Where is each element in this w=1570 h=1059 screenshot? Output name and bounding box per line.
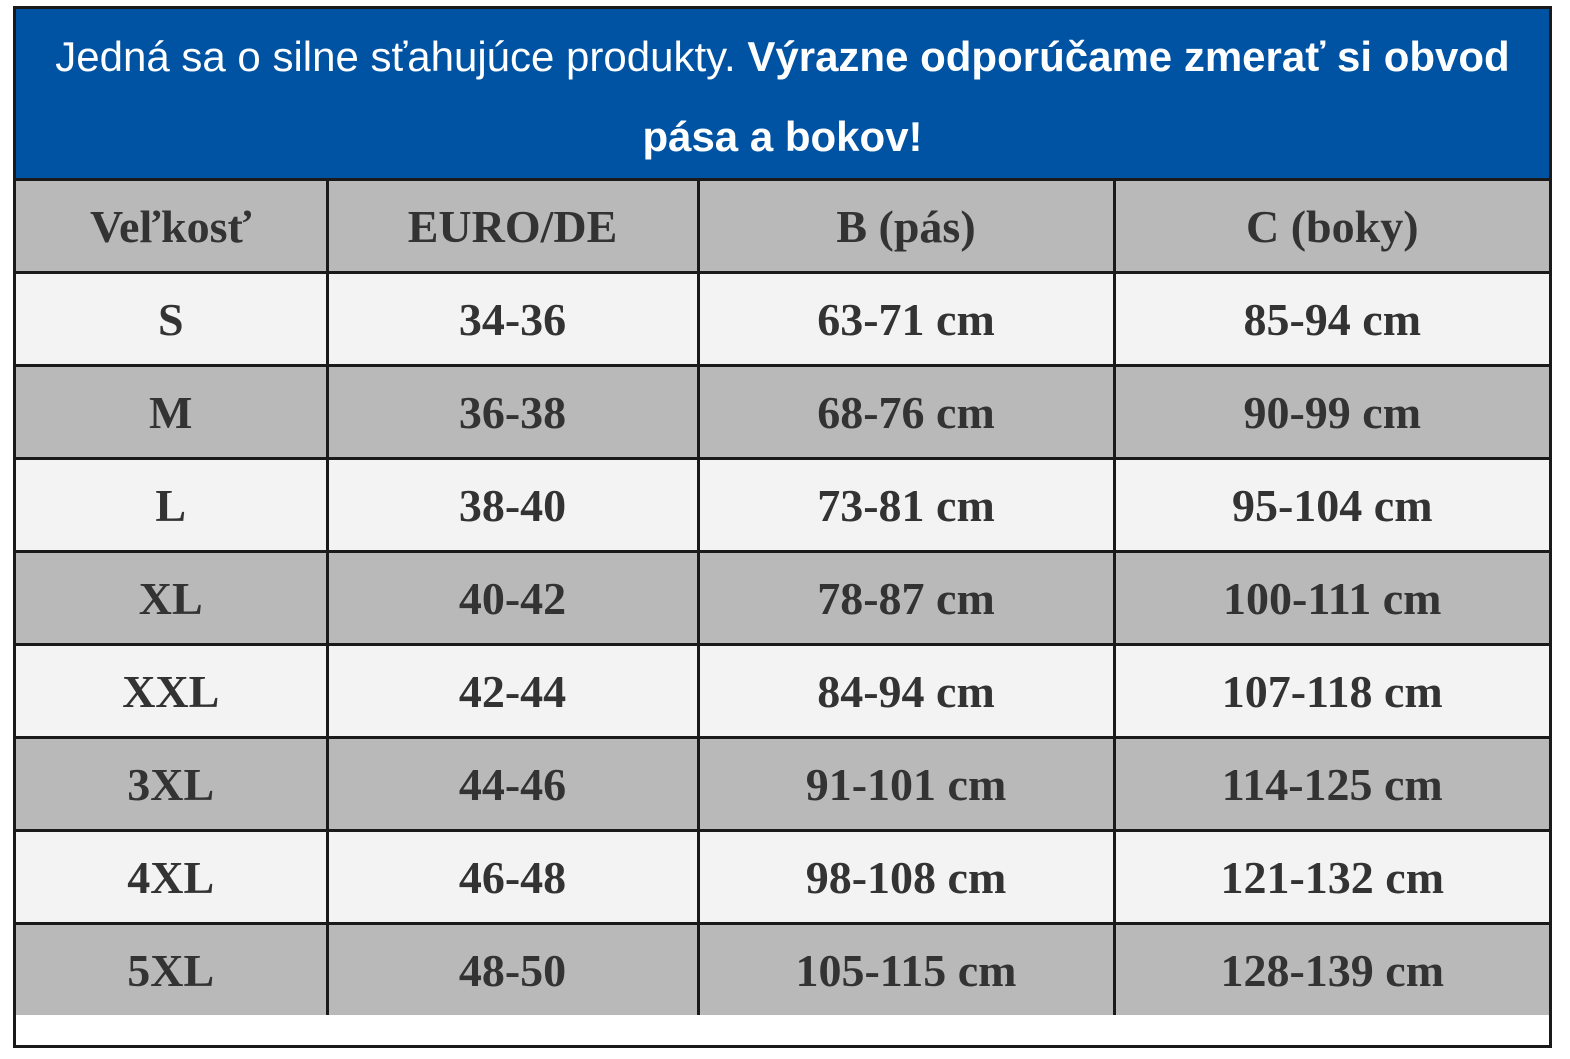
notice-emphasis: Výrazne odporúčame zmerať si obvod pása … — [642, 33, 1510, 160]
table-cell: 5XL — [16, 922, 329, 1015]
table-cell: 38-40 — [325, 457, 700, 553]
table-row: L 38-40 73-81 cm 95-104 cm — [16, 457, 1549, 553]
table-cell: 3XL — [16, 736, 329, 832]
table-cell: 95-104 cm — [1112, 457, 1549, 553]
table-row: XXL 42-44 84-94 cm 107-118 cm — [16, 643, 1549, 739]
table-cell: 90-99 cm — [1112, 364, 1549, 460]
table-cell: 68-76 cm — [696, 364, 1116, 460]
table-cell: XXL — [16, 643, 329, 739]
column-header: Veľkosť — [16, 181, 329, 274]
table-row: 3XL 44-46 91-101 cm 114-125 cm — [16, 736, 1549, 832]
size-chart: Jedná sa o silne sťahujúce produkty. Výr… — [13, 6, 1552, 1048]
table-cell: 46-48 — [325, 829, 700, 925]
table-cell: 73-81 cm — [696, 457, 1116, 553]
column-header: EURO/DE — [325, 181, 700, 274]
column-header: C (boky) — [1112, 181, 1549, 274]
column-header: B (pás) — [696, 181, 1116, 274]
table-cell: XL — [16, 550, 329, 646]
table-cell: 121-132 cm — [1112, 829, 1549, 925]
table-row: S 34-36 63-71 cm 85-94 cm — [16, 272, 1549, 367]
table-cell: L — [16, 457, 329, 553]
table-cell: 128-139 cm — [1112, 922, 1549, 1015]
notice-text: Jedná sa o silne sťahujúce produkty. — [55, 33, 736, 80]
table-cell: 107-118 cm — [1112, 643, 1549, 739]
table-row: M 36-38 68-76 cm 90-99 cm — [16, 364, 1549, 460]
header-row: Veľkosť EURO/DE B (pás) C (boky) — [16, 181, 1549, 274]
table-cell: 34-36 — [325, 272, 700, 367]
table-cell: 36-38 — [325, 364, 700, 460]
size-table: Veľkosť EURO/DE B (pás) C (boky) S 34-36 63-7… — [16, 181, 1549, 1015]
table-cell: 91-101 cm — [696, 736, 1116, 832]
table-cell: 98-108 cm — [696, 829, 1116, 925]
table-cell: 40-42 — [325, 550, 700, 646]
table-cell: S — [16, 272, 329, 367]
table-cell: 84-94 cm — [696, 643, 1116, 739]
table-row: 5XL 48-50 105-115 cm 128-139 cm — [16, 922, 1549, 1015]
table-cell: 78-87 cm — [696, 550, 1116, 646]
notice-banner: Jedná sa o silne sťahujúce produkty. Výr… — [16, 9, 1549, 181]
table-cell: 42-44 — [325, 643, 700, 739]
table-cell: 114-125 cm — [1112, 736, 1549, 832]
table-cell: 44-46 — [325, 736, 700, 832]
table-cell: 85-94 cm — [1112, 272, 1549, 367]
table-row: 4XL 46-48 98-108 cm 121-132 cm — [16, 829, 1549, 925]
table-row: XL 40-42 78-87 cm 100-111 cm — [16, 550, 1549, 646]
table-cell: M — [16, 364, 329, 460]
table-cell: 48-50 — [325, 922, 700, 1015]
table-cell: 100-111 cm — [1112, 550, 1549, 646]
table-cell: 4XL — [16, 829, 329, 925]
table-cell: 105-115 cm — [696, 922, 1116, 1015]
table-cell: 63-71 cm — [696, 272, 1116, 367]
